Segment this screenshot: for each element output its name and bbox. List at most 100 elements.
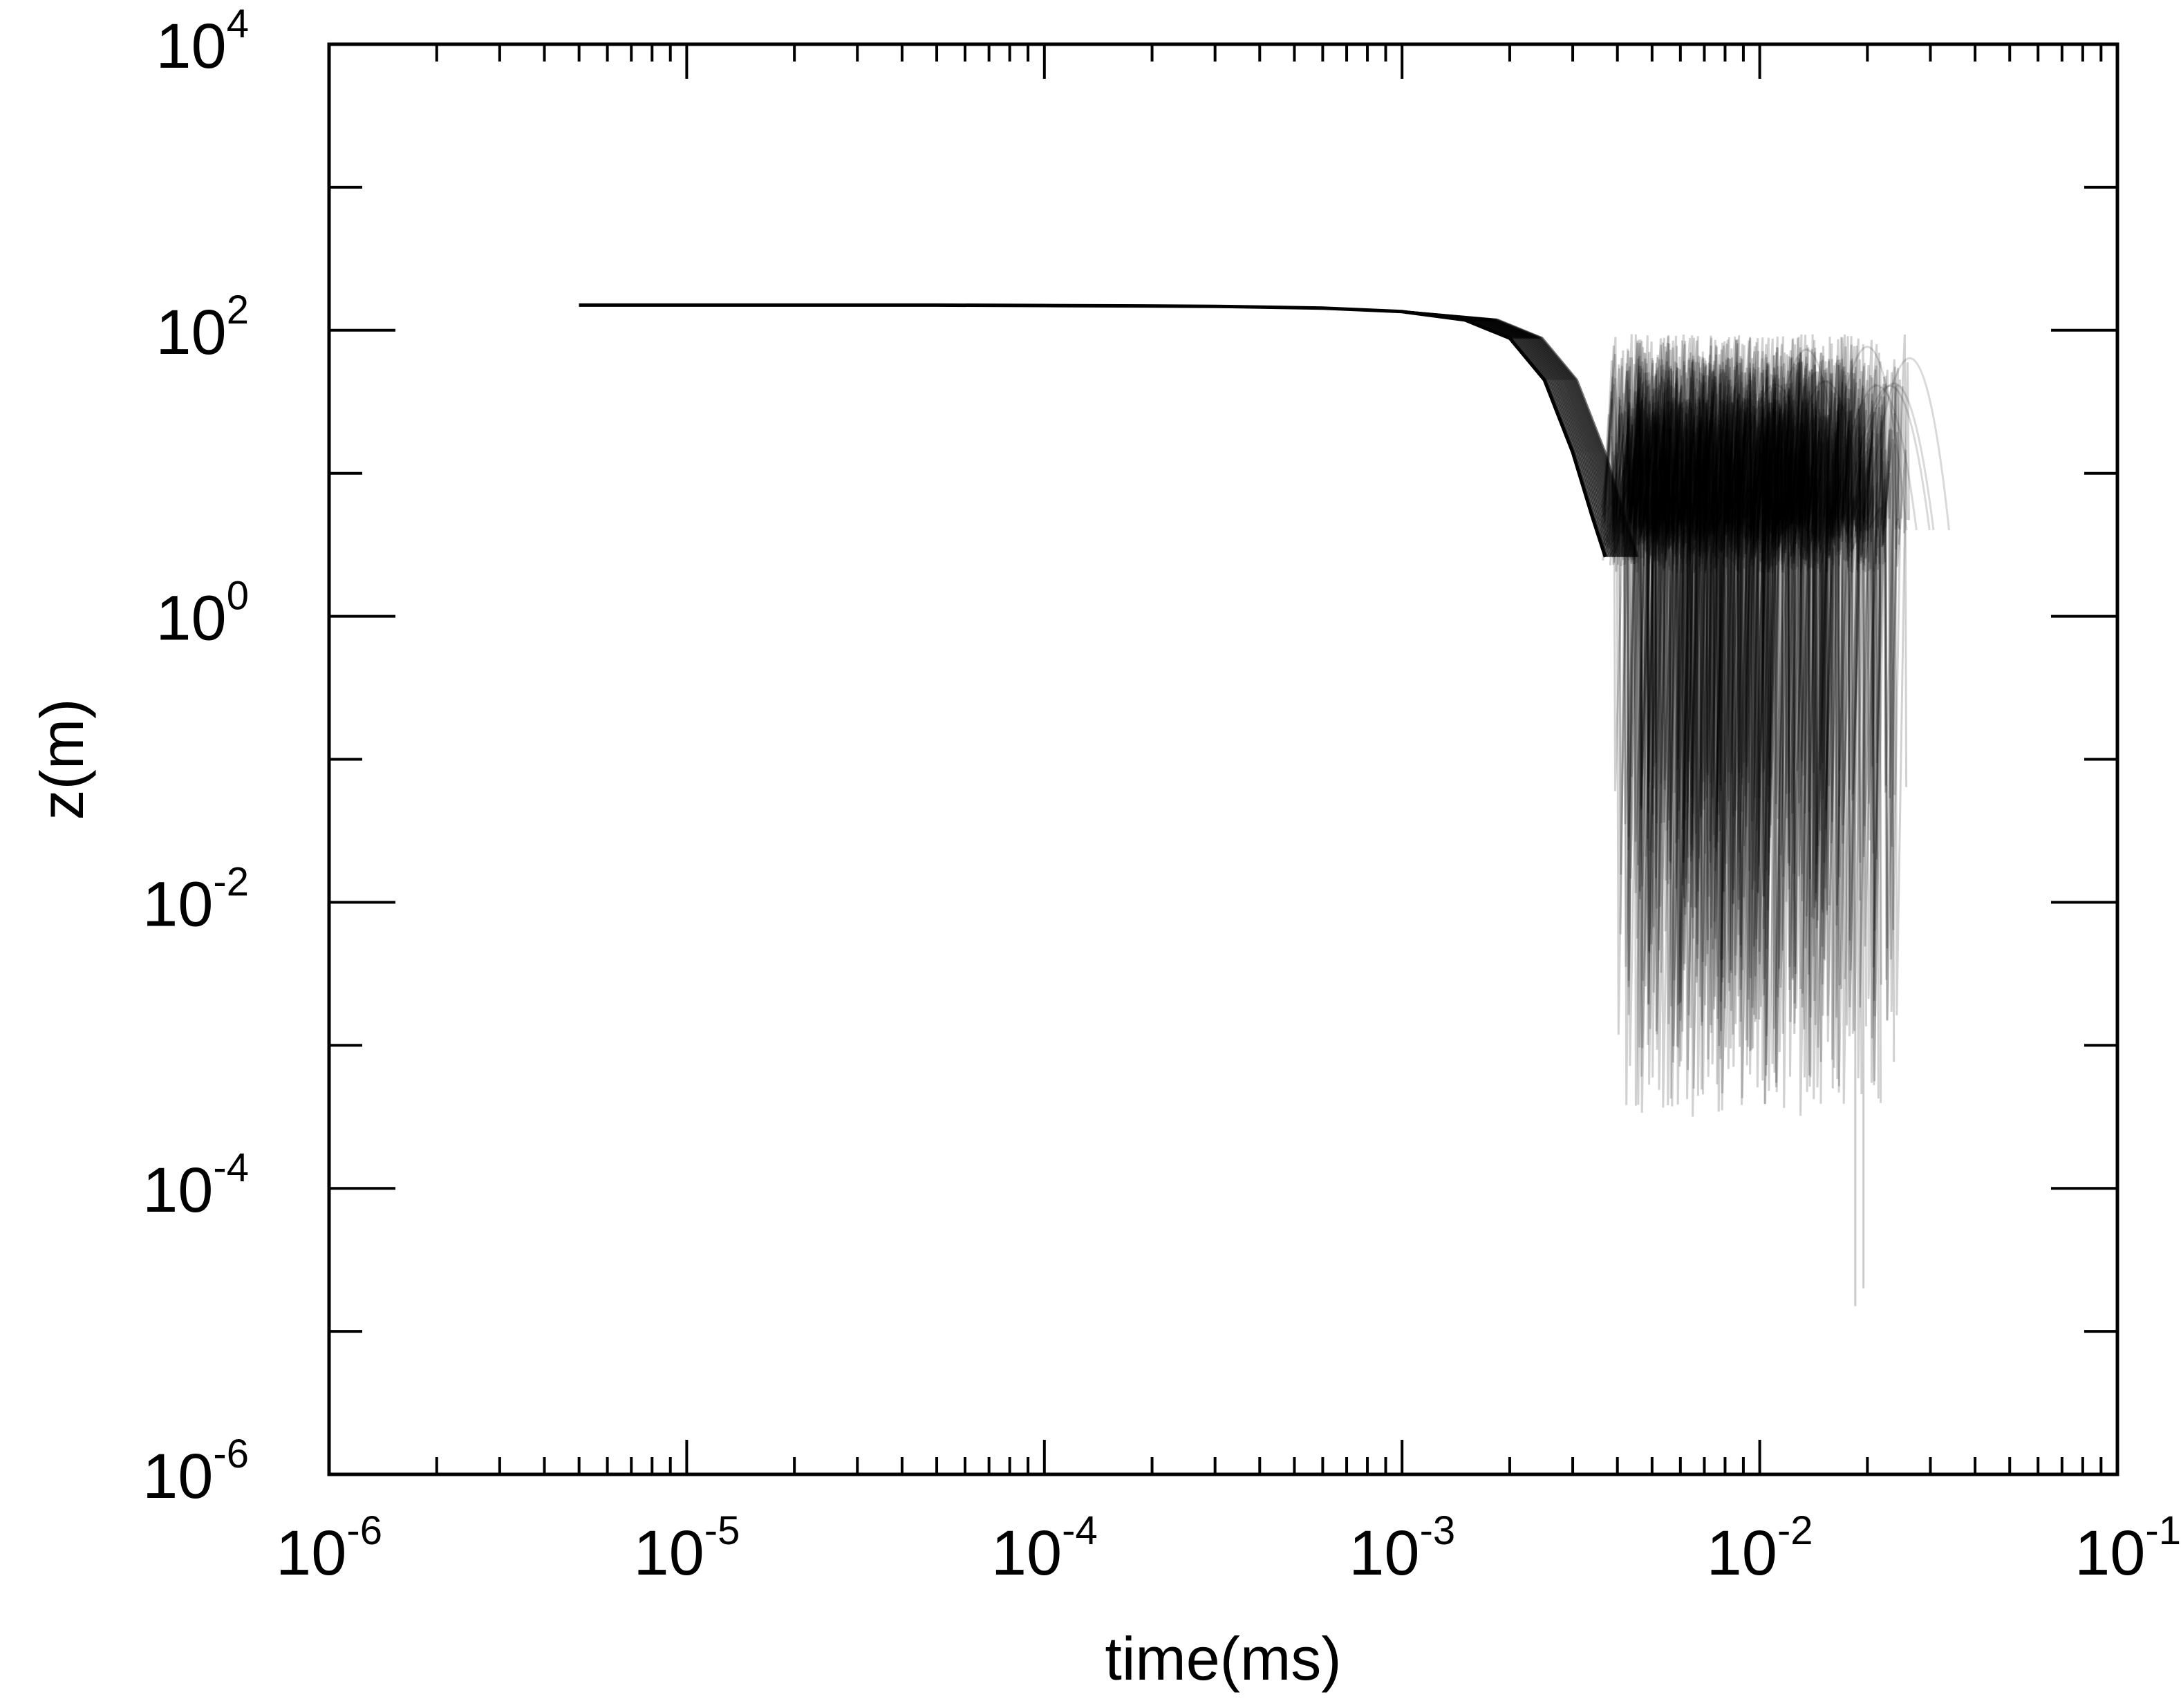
- trace-line: [1620, 397, 1872, 1068]
- trace-line: [1634, 368, 1901, 1108]
- y-tick-label: 10-2: [142, 859, 249, 939]
- series-line: [579, 303, 1620, 558]
- trace-line: [1611, 397, 1804, 1105]
- series-line: [579, 303, 1626, 558]
- trace-line: [1602, 358, 1882, 1090]
- trace-line: [1609, 401, 1840, 991]
- trace-line: [1607, 334, 1811, 1087]
- trace-line: [1629, 400, 1865, 1105]
- series-line: [579, 303, 1638, 558]
- trace-line: [1633, 363, 1831, 1085]
- x-tick-label: 10-1: [2075, 1508, 2181, 1588]
- trace-line: [1731, 383, 1816, 531]
- series-line: [579, 303, 1632, 558]
- trace-line: [1626, 335, 1822, 1077]
- series-line: [579, 303, 1629, 558]
- trace-line: [1626, 362, 1842, 1100]
- series-line: [579, 303, 1611, 558]
- series-line: [579, 303, 1618, 558]
- x-tick-label: 10-4: [991, 1508, 1098, 1588]
- y-tick-labels: 10-6 10-4 10-2 100 102 104: [142, 1, 249, 1512]
- series-line: [579, 303, 1639, 558]
- trace-line: [1629, 365, 1817, 915]
- trace-line: [1622, 335, 1895, 1062]
- x-tick-labels: 10-6 10-5 10-4 10-3 10-2 10-1: [276, 1508, 2181, 1588]
- trace-line: [1622, 337, 1895, 1067]
- y-tick-label: 104: [156, 1, 249, 82]
- trace-line: [1621, 334, 1908, 1037]
- trace-line: [1613, 339, 1868, 1050]
- trace-line: [1833, 384, 1918, 531]
- trace-line: [1604, 334, 1893, 1024]
- trace-line: [1630, 339, 1848, 1104]
- y-axis-label: z(m): [28, 699, 96, 820]
- x-tick-label: 10-6: [276, 1508, 382, 1588]
- trace-line: [1850, 382, 1935, 531]
- trace-line: [1600, 337, 1818, 1007]
- trace-line: [1604, 402, 1884, 1113]
- trace-line: [1602, 360, 1909, 1076]
- series-line: [579, 303, 1622, 558]
- trace-line: [1607, 363, 1903, 1021]
- trace-line: [1622, 397, 1876, 1096]
- trace-line: [1603, 334, 1911, 1079]
- trace-line: [1620, 399, 1900, 1088]
- trace-line: [1634, 400, 1873, 1098]
- trace-line: [1633, 358, 1803, 1047]
- trace-line: [1616, 359, 1862, 1059]
- trace-line: [1630, 398, 1887, 1087]
- trace-line: [1627, 335, 1880, 990]
- trace-line: [1618, 399, 1895, 1082]
- trace-line: [1603, 335, 1869, 1085]
- trace-line: [1613, 397, 1881, 1066]
- trace-line: [1612, 359, 1840, 1087]
- trace-line: [1602, 343, 1898, 1099]
- trace-line: [1606, 359, 1862, 1035]
- plot-frame: [327, 42, 2119, 1476]
- trace-line: [1622, 335, 1813, 1064]
- x-tick-label: 10-5: [633, 1508, 740, 1588]
- trace-line: [1623, 400, 1840, 1112]
- trace-line: [1762, 348, 1847, 531]
- series-line: [579, 303, 1635, 558]
- trace-line: [1609, 361, 1906, 1116]
- trace-line: [1616, 358, 1810, 1073]
- scatter-traces: [1600, 334, 1950, 1306]
- x-axis-label: time(ms): [1105, 1624, 1341, 1693]
- trace-line: [1625, 409, 1817, 1067]
- trace-line: [1618, 358, 1866, 973]
- trace-line: [1613, 399, 1865, 837]
- trace-line: [1631, 337, 1841, 1090]
- trace-line: [1620, 334, 1845, 1106]
- trace-line: [1602, 358, 1889, 1085]
- trace-line: [1615, 362, 1879, 1104]
- trace-line: [1621, 360, 1863, 1094]
- trace-line: [1616, 335, 1797, 1067]
- trace-line: [1865, 357, 1950, 531]
- trace-line: [1606, 336, 1855, 1048]
- y-tick-label: 10-6: [142, 1432, 249, 1512]
- trace-line: [1620, 398, 1879, 1108]
- series-line: [579, 303, 1613, 558]
- x-tick-label: 10-2: [1707, 1508, 1813, 1588]
- trace-line: [1600, 397, 1897, 1095]
- trace-line: [1613, 346, 1882, 1103]
- x-tick-label: 10-3: [1349, 1508, 1455, 1588]
- y-tick-label: 102: [156, 288, 249, 368]
- trace-line: [1617, 364, 1900, 1030]
- trace-line: [1620, 359, 1887, 1078]
- trace-line: [1823, 346, 1908, 531]
- trace-line: [1605, 334, 1804, 1051]
- series-line: [579, 303, 1617, 558]
- series-line: [579, 303, 1623, 558]
- trace-line: [1601, 401, 1841, 1078]
- trace-line: [1781, 380, 1866, 531]
- trace-line: [1611, 403, 1805, 1111]
- series-line: [579, 303, 1628, 558]
- trace-line: [1625, 401, 1878, 1117]
- trace-line: [1602, 335, 1839, 1080]
- series-line: [579, 303, 1636, 558]
- trace-line: [1614, 403, 1824, 1105]
- series-line: [579, 303, 1607, 558]
